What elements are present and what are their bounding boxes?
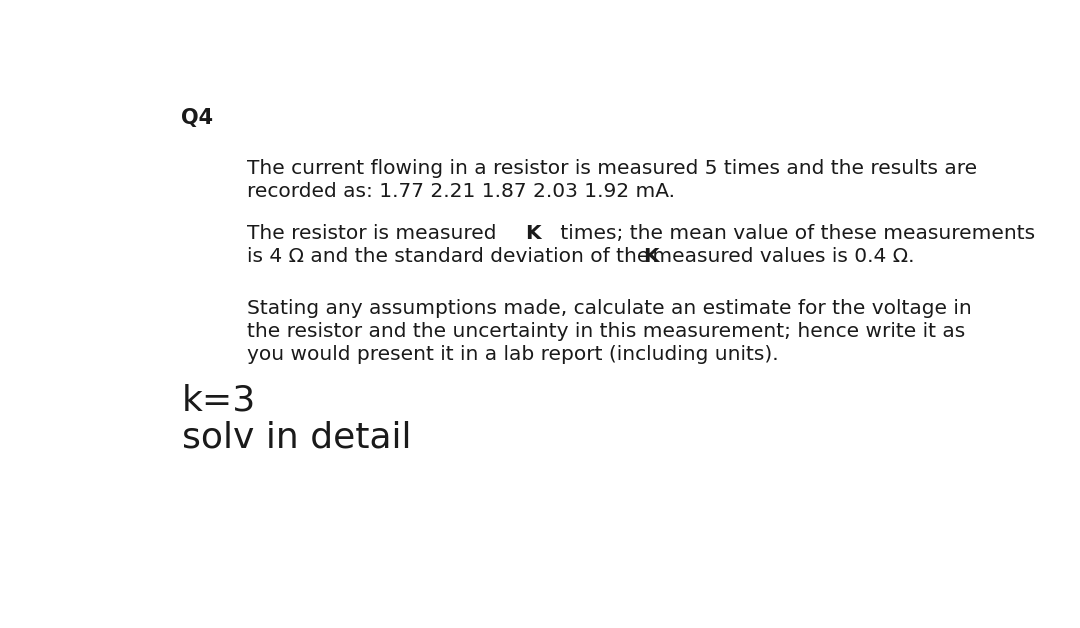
Text: the resistor and the uncertainty in this measurement; hence write it as: the resistor and the uncertainty in this… — [247, 322, 966, 341]
Text: solv in detail: solv in detail — [181, 420, 411, 454]
Text: The resistor is measured: The resistor is measured — [247, 224, 503, 243]
Text: recorded as: 1.77 2.21 1.87 2.03 1.92 mA.: recorded as: 1.77 2.21 1.87 2.03 1.92 mA… — [247, 181, 675, 200]
Text: Q4: Q4 — [181, 107, 214, 127]
Text: K: K — [644, 247, 659, 266]
Text: measured values is 0.4 Ω.: measured values is 0.4 Ω. — [646, 247, 915, 266]
Text: The current flowing in a resistor is measured 5 times and the results are: The current flowing in a resistor is mea… — [247, 158, 977, 178]
Text: is 4 Ω and the standard deviation of the: is 4 Ω and the standard deviation of the — [247, 247, 657, 266]
Text: K: K — [525, 224, 541, 243]
Text: times; the mean value of these measurements: times; the mean value of these measureme… — [554, 224, 1035, 243]
Text: Stating any assumptions made, calculate an estimate for the voltage in: Stating any assumptions made, calculate … — [247, 299, 972, 318]
Text: k=3: k=3 — [181, 383, 256, 418]
Text: you would present it in a lab report (including units).: you would present it in a lab report (in… — [247, 345, 779, 364]
